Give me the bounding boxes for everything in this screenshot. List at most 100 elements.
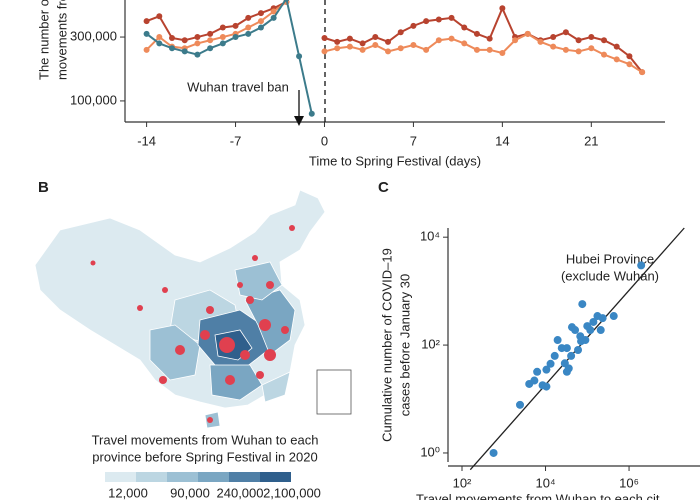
data-point [270, 14, 277, 21]
legend-tick-label: 2,100,000 [263, 485, 321, 500]
data-point [550, 34, 557, 41]
data-point [207, 45, 214, 52]
data-point [410, 22, 417, 29]
data-point [564, 364, 573, 373]
data-point [489, 448, 498, 457]
data-point [143, 46, 150, 53]
y-axis-label: Cumulative number of COVID–19 [379, 248, 394, 442]
annotation: Wuhan travel ban [187, 79, 289, 94]
x-tick-label: 0 [321, 133, 328, 148]
data-point [207, 30, 214, 37]
legend-swatch [167, 472, 198, 482]
legend-tick-label: 12,000 [108, 485, 148, 500]
x-tick-label: 10² [453, 475, 472, 490]
data-point [346, 43, 353, 50]
legend-title: province before Spring Festival in 2020 [92, 449, 317, 464]
annotation: Hubei Province [566, 251, 654, 266]
data-point [533, 367, 542, 376]
y-axis-label: The number of re [36, 0, 51, 80]
data-point [308, 110, 315, 117]
data-point [169, 35, 176, 42]
data-point [423, 18, 430, 25]
x-tick-label: -7 [230, 133, 242, 148]
data-point [524, 30, 531, 37]
data-point [435, 37, 442, 44]
data-point [194, 34, 201, 41]
y-axis-label: cases before January 30 [397, 274, 412, 416]
data-point [219, 34, 226, 41]
data-point [359, 46, 366, 53]
data-point [257, 24, 264, 31]
legend-swatch [198, 472, 229, 482]
data-point [385, 48, 392, 55]
data-point [296, 53, 303, 60]
x-axis-label: Time to Spring Festival (days) [309, 153, 481, 168]
x-axis-label: Travel movements from Wuhan to each cit [416, 491, 660, 500]
x-tick-label: 14 [495, 133, 509, 148]
data-point [601, 51, 608, 58]
data-point [550, 43, 557, 50]
data-point [562, 344, 571, 353]
data-point [321, 48, 328, 55]
annotation: (exclude Wuhan) [561, 268, 659, 283]
data-point [626, 53, 633, 60]
legend-swatch [105, 472, 136, 482]
data-point [156, 34, 163, 41]
data-point [550, 351, 559, 360]
data-point [574, 346, 583, 355]
data-point [596, 326, 605, 335]
data-point [346, 35, 353, 42]
data-point [156, 13, 163, 20]
data-point [542, 382, 551, 391]
legend-swatch [260, 472, 291, 482]
y-tick-label: 300,000 [70, 28, 117, 43]
data-point [169, 45, 176, 52]
data-point [567, 351, 576, 360]
data-point [575, 48, 582, 55]
data-point [516, 400, 525, 409]
data-point [512, 37, 519, 44]
y-tick-label: 10⁰ [420, 444, 440, 459]
data-point [181, 48, 188, 55]
data-point [194, 40, 201, 47]
data-point [571, 326, 580, 335]
data-point [588, 34, 595, 41]
data-point [637, 261, 646, 270]
x-tick-label: 10⁴ [536, 475, 556, 490]
data-point [245, 30, 252, 37]
panel-label: B [38, 179, 49, 196]
y-tick-label: 100,000 [70, 92, 117, 107]
data-point [245, 24, 252, 31]
data-point [578, 300, 587, 309]
data-point [553, 336, 562, 345]
data-point [194, 51, 201, 58]
data-point [537, 38, 544, 45]
data-point [410, 42, 417, 49]
data-point [499, 5, 506, 12]
x-tick-label: -14 [137, 133, 156, 148]
data-point [626, 61, 633, 68]
data-point [588, 45, 595, 52]
series-line [145, 0, 313, 114]
data-point [283, 0, 290, 2]
data-point [562, 29, 569, 36]
y-tick-label: 10⁴ [420, 229, 440, 244]
data-point [372, 34, 379, 41]
data-point [499, 50, 506, 57]
data-point [219, 40, 226, 47]
legend-tick-label: 240,000 [217, 485, 264, 500]
data-point [448, 35, 455, 42]
data-point [577, 337, 586, 346]
data-point [359, 40, 366, 47]
data-point [181, 37, 188, 44]
data-point [486, 35, 493, 42]
data-point [232, 22, 239, 29]
data-point [397, 29, 404, 36]
data-point [219, 24, 226, 31]
data-point [435, 16, 442, 23]
legend-swatch [229, 472, 260, 482]
data-point [461, 40, 468, 47]
legend-title: Travel movements from Wuhan to each [92, 432, 319, 447]
x-tick-label: 21 [584, 133, 598, 148]
